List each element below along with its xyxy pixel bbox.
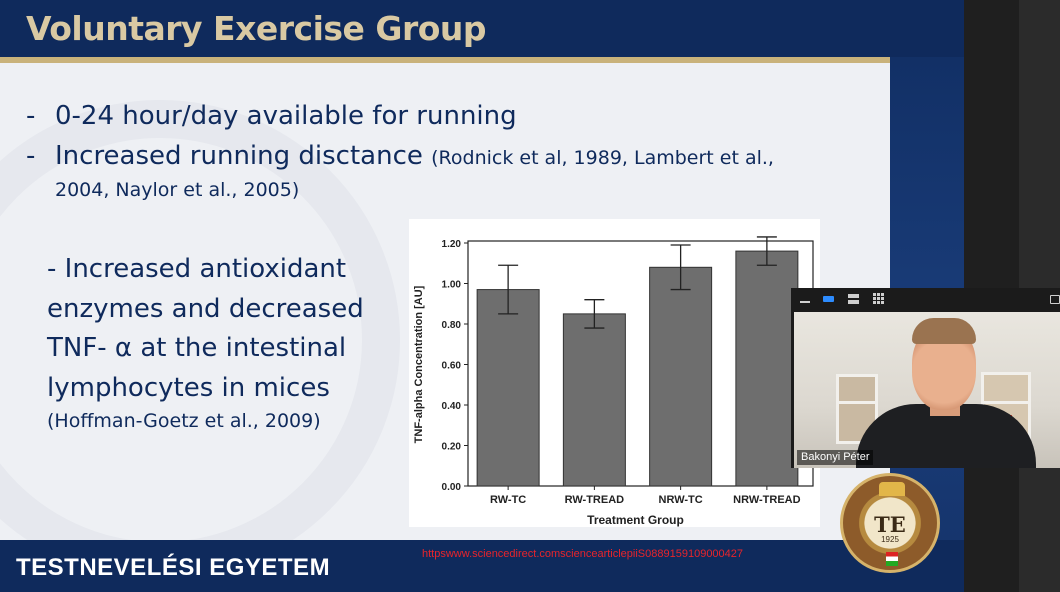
slide-footer: TESTNEVELÉSI EGYETEM httpswww.sciencedir…: [0, 540, 964, 592]
bullet-dash: -: [26, 141, 36, 171]
y-axis-label: TNF-alpha Concentration [AU]: [413, 285, 425, 443]
bar: [735, 250, 799, 487]
participant-hair: [912, 318, 976, 344]
bar-chart-panel: 0.00 0.20 0.40 0.60 0.80 1.00 1.20 RW-TC RW-TREA…: [409, 219, 820, 527]
bullet-citation-continued: 2004, Naylor et al., 2005): [55, 179, 300, 201]
bar: [476, 289, 540, 487]
stacked-view-icon[interactable]: [848, 293, 860, 305]
bar-chart: 0.00 0.20 0.40 0.60 0.80 1.00 1.20 RW-TC RW-TREA…: [413, 236, 814, 527]
bullet-text-with-citation: Increased running disctance (Rodnick et …: [55, 141, 774, 171]
bullet-text: Increased running disctance: [55, 141, 423, 171]
finding-line: - Increased antioxidant: [47, 254, 347, 284]
header-divider: [0, 57, 890, 63]
finding-line: enzymes and decreased: [47, 293, 364, 324]
minimize-icon[interactable]: [799, 293, 811, 305]
x-tick-label: NRW-TC: [659, 494, 703, 506]
x-tick-label: RW-TC: [490, 494, 526, 506]
y-tick-label: 1.00: [442, 280, 462, 291]
x-tick-label: RW-TREAD: [565, 494, 625, 506]
bar: [562, 313, 626, 487]
bar: [649, 266, 713, 487]
y-tick-label: 0.00: [442, 482, 462, 493]
y-tick-label: 0.40: [442, 401, 462, 412]
institution-name: TESTNEVELÉSI EGYETEM: [16, 554, 331, 581]
video-toolbar: [791, 288, 1060, 310]
seal-year: 1925: [881, 535, 899, 544]
university-seal-icon: TE 1925: [840, 473, 940, 573]
bullet-citation: (Rodnick et al, 1989, Lambert et al.,: [431, 147, 774, 169]
bullet-text: 0-24 hour/day available for running: [55, 101, 517, 131]
source-link[interactable]: httpswww.sciencedirect.comsciencearticle…: [422, 548, 744, 560]
finding-citation: (Hoffman-Goetz et al., 2009): [47, 410, 321, 432]
slide-title: Voluntary Exercise Group: [26, 9, 487, 48]
speaker-view-icon[interactable]: [823, 293, 835, 305]
x-tick-label: NRW-TREAD: [733, 494, 800, 506]
seal-letters: TE: [874, 512, 906, 537]
share-icon[interactable]: [1048, 293, 1060, 305]
y-tick-label: 0.80: [442, 320, 462, 331]
finding-line: lymphocytes in mices: [47, 372, 330, 403]
crown-icon: [879, 482, 905, 496]
bullet-dash: -: [26, 101, 36, 131]
finding-line: TNF- α at the intestinal: [47, 333, 347, 363]
finding-block: - Increased antioxidant enzymes and decr…: [47, 250, 397, 434]
flag-icon: [886, 552, 898, 566]
gallery-grid-icon[interactable]: [873, 293, 885, 305]
y-tick-label: 1.20: [442, 239, 462, 250]
slide-header: Voluntary Exercise Group: [0, 0, 964, 57]
x-axis-label: Treatment Group: [587, 513, 684, 527]
participant-video[interactable]: Bakonyi Péter: [794, 312, 1060, 468]
y-tick-label: 0.20: [442, 442, 462, 453]
participant-name-label: Bakonyi Péter: [797, 450, 874, 465]
y-tick-label: 0.60: [442, 361, 462, 372]
video-call-window[interactable]: Bakonyi Péter: [791, 288, 1060, 468]
